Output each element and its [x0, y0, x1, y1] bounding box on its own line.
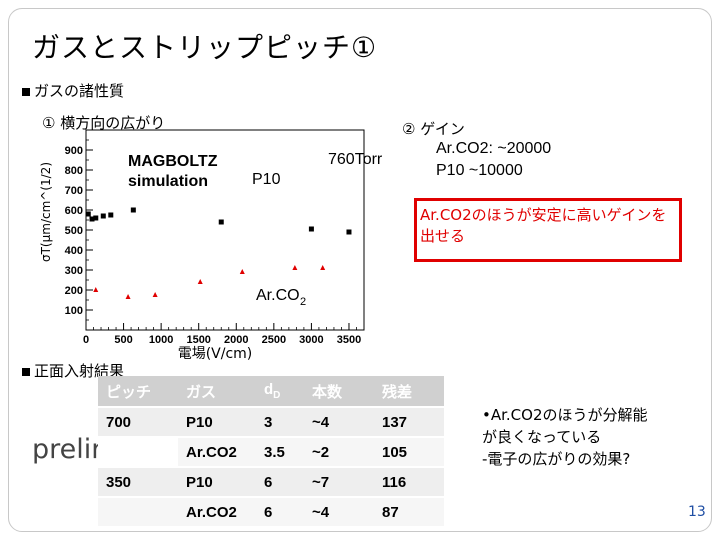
section-normal-incidence-label: 正面入射結果 [34, 362, 125, 380]
results-table: ピッチ ガス dD 本数 残差 700 P10 3 ~4 137 Ar.CO2 … [98, 376, 444, 528]
cell-count: ~4 [304, 407, 374, 438]
conclusion-note: •Ar.CO2のほうが分解能 が良くなっている -電子の広がりの効果? [482, 404, 648, 470]
section-gas-properties: ガスの諸性質 [22, 80, 124, 101]
p10-data-point [85, 211, 91, 217]
highlight-note: Ar.CO2のほうが安定に高いゲインを出せる [420, 206, 667, 245]
x-tick-label: 2500 [262, 334, 286, 346]
cell-residual: 87 [374, 497, 444, 528]
cell-count: ~4 [304, 497, 374, 528]
arco2-data-point [93, 287, 99, 292]
subheading-gain: ② ゲイン [402, 120, 465, 138]
header-gas: ガス [178, 376, 256, 408]
cell-pitch: 700 [98, 407, 178, 438]
y-tick-label: 600 [65, 205, 83, 217]
y-tick-label: 100 [65, 305, 83, 317]
cell-dd: 6 [256, 497, 304, 528]
p10-data-point [218, 219, 224, 225]
y-axis-label: σT(μm/cm^(1/2) [39, 162, 53, 262]
arco2-data-point [125, 294, 131, 299]
header-dd-main: d [264, 381, 274, 398]
annotation-magboltz: MAGBOLTZ [128, 153, 218, 170]
annotation-arco2: Ar.CO [256, 287, 300, 304]
cell-residual: 137 [374, 407, 444, 438]
cell-gas: Ar.CO2 [178, 437, 256, 468]
cell-pitch [98, 497, 178, 528]
x-tick-label: 2000 [224, 334, 248, 346]
cell-gas: P10 [178, 407, 256, 438]
y-tick-label: 900 [65, 145, 83, 157]
arco2-data-point [239, 269, 245, 274]
x-tick-label: 3000 [299, 334, 323, 346]
table-row: 700 P10 3 ~4 137 [98, 407, 444, 438]
section-gas-properties-label: ガスの諸性質 [34, 82, 125, 100]
y-tick-label: 700 [65, 185, 83, 197]
annotation-arco2-subscript: 2 [300, 296, 306, 308]
p10-data-point [100, 213, 106, 219]
y-tick-label: 200 [65, 285, 83, 297]
header-dd: dD [256, 376, 304, 408]
cell-gas: P10 [178, 467, 256, 498]
conclusion-line-2: が良くなっている [482, 428, 602, 446]
table-row: 350 P10 6 ~7 116 [98, 467, 444, 498]
arco2-data-point [292, 265, 298, 270]
x-tick-label: 500 [114, 334, 132, 346]
gain-p10: P10 ~10000 [436, 162, 523, 179]
cell-count: ~7 [304, 467, 374, 498]
p10-data-point [93, 215, 99, 221]
table-row: Ar.CO2 3.5 ~2 105 [98, 437, 444, 468]
cell-dd: 6 [256, 467, 304, 498]
table-row: Ar.CO2 6 ~4 87 [98, 497, 444, 528]
p10-data-point [130, 207, 136, 213]
conclusion-line-1: •Ar.CO2のほうが分解能 [482, 406, 648, 424]
gain-arco2: Ar.CO2: ~20000 [436, 140, 552, 157]
annotation-pressure: 760Torr [328, 151, 383, 168]
x-axis-label: 電場(V/cm) [178, 346, 253, 362]
slide-title: ガスとストリップピッチ① [32, 31, 378, 64]
y-tick-label: 400 [65, 245, 83, 257]
page-number: 13 [688, 504, 706, 520]
p10-data-point [308, 226, 314, 232]
x-tick-label: 3500 [337, 334, 361, 346]
cell-pitch [98, 437, 178, 468]
p10-data-point [89, 216, 95, 222]
subheading-lateral-spread: ① 横方向の広がり [42, 114, 166, 132]
cell-count: ~2 [304, 437, 374, 468]
cell-dd: 3 [256, 407, 304, 438]
p10-data-point [346, 229, 352, 235]
conclusion-line-3: -電子の広がりの効果? [482, 450, 631, 468]
cell-residual: 105 [374, 437, 444, 468]
header-count: 本数 [304, 376, 374, 408]
cell-residual: 116 [374, 467, 444, 498]
header-dd-sub: D [273, 390, 281, 401]
cell-pitch: 350 [98, 467, 178, 498]
square-bullet-icon [22, 367, 30, 376]
y-tick-label: 300 [65, 265, 83, 277]
arco2-data-point [197, 279, 203, 284]
section-normal-incidence: 正面入射結果 [22, 360, 124, 381]
y-tick-label: 500 [65, 225, 83, 237]
square-bullet-icon [22, 87, 30, 96]
arco2-data-point [320, 265, 326, 270]
x-tick-label: 1000 [149, 334, 173, 346]
annotation-simulation: simulation [128, 173, 208, 190]
y-tick-label: 800 [65, 165, 83, 177]
slide-frame [8, 8, 712, 532]
annotation-p10: P10 [252, 171, 281, 188]
x-tick-label: 0 [83, 334, 89, 346]
cell-dd: 3.5 [256, 437, 304, 468]
x-tick-label: 1500 [186, 334, 210, 346]
highlight-box [414, 198, 682, 262]
arco2-data-point [152, 292, 158, 297]
header-pitch: ピッチ [98, 376, 178, 408]
p10-data-point [108, 212, 114, 218]
table-header-row: ピッチ ガス dD 本数 残差 [98, 376, 444, 408]
header-residual: 残差 [374, 376, 444, 408]
cell-gas: Ar.CO2 [178, 497, 256, 528]
